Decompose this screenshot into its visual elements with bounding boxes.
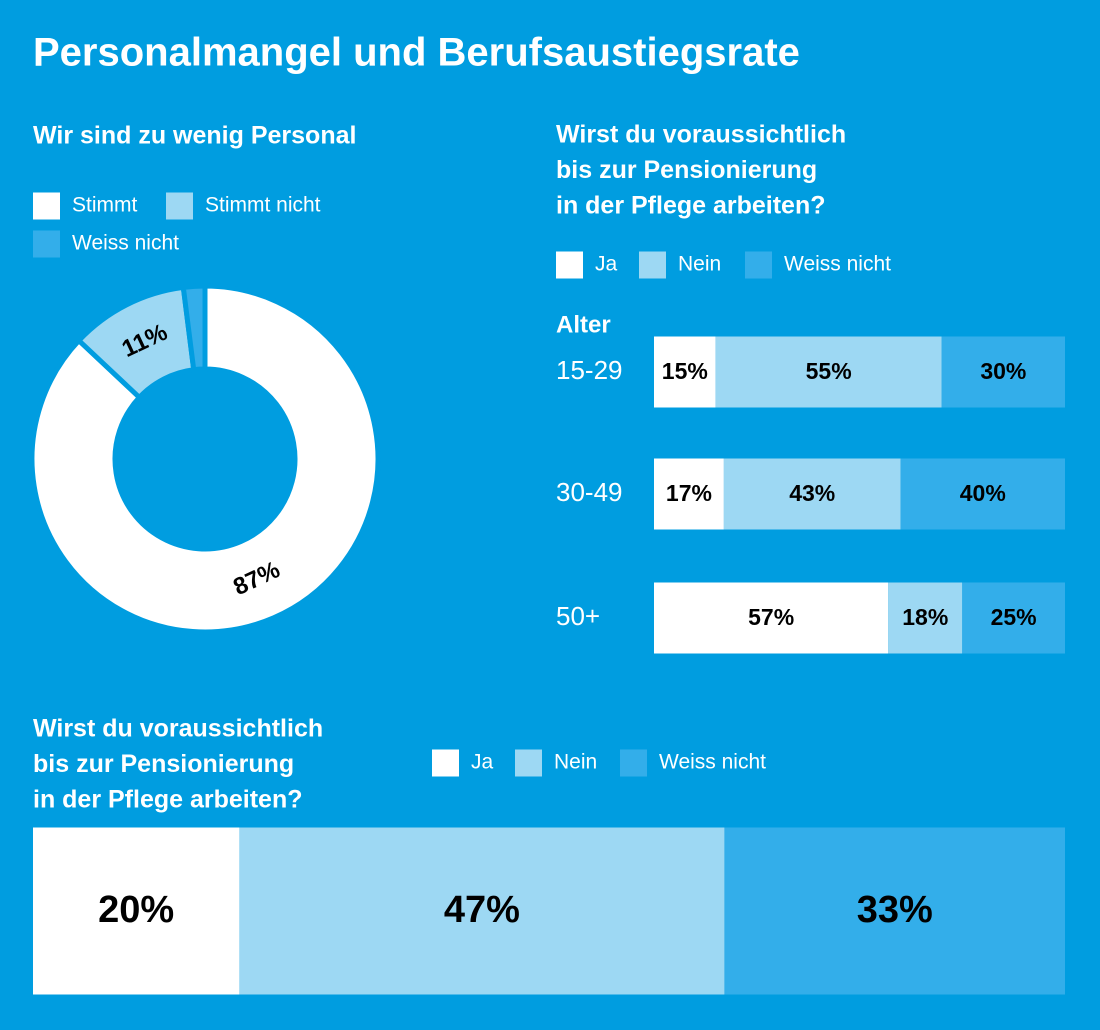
legend-label: Stimmt nicht [205, 194, 321, 217]
legend-label: Nein [554, 751, 597, 774]
category-label: 15-29 [556, 355, 623, 385]
bar-segment [962, 582, 1065, 654]
category-label: 30-49 [556, 477, 623, 507]
data-label: 47% [444, 889, 520, 931]
bar-segment [723, 458, 901, 530]
legend-swatch [166, 192, 193, 220]
legend-label: Ja [595, 253, 618, 276]
data-label: 57% [748, 604, 794, 630]
legend-swatch [432, 749, 459, 777]
legend-label: Stimmt [72, 194, 137, 217]
data-label: 20% [98, 889, 174, 931]
legend-swatch [639, 251, 666, 279]
legend-swatch [515, 749, 542, 777]
data-label: 18% [902, 604, 948, 630]
bar-segment [654, 582, 889, 654]
donut-slice [29, 283, 381, 635]
legend-swatch [556, 251, 583, 279]
legend-label: Weiss nicht [659, 751, 766, 774]
data-label: 33% [857, 889, 933, 931]
category-label: 50+ [556, 601, 600, 631]
legend-swatch [620, 749, 647, 777]
chart-title: bis zur Pensionierung [556, 156, 817, 184]
donut-slice [180, 283, 208, 373]
bar-segment [724, 827, 1065, 995]
data-label: 30% [980, 358, 1026, 384]
bar-segment [888, 582, 963, 654]
axis-title: Alter [556, 311, 611, 338]
bar-segment [239, 827, 725, 995]
bar-segment [900, 458, 1065, 530]
bar-segment [941, 336, 1065, 408]
legend-label: Weiss nicht [784, 253, 891, 276]
bar-segment [654, 458, 724, 530]
legend-swatch [33, 192, 60, 220]
chart-title: Wir sind zu wenig Personal [33, 122, 356, 150]
bar-segment [715, 336, 942, 408]
data-label: 25% [991, 604, 1037, 630]
bar-segment [33, 827, 240, 995]
legend-label: Ja [471, 751, 494, 774]
data-label: 15% [662, 358, 708, 384]
data-label: 55% [806, 358, 852, 384]
legend-label: Nein [678, 253, 721, 276]
chart-title: Wirst du voraussichtlich [33, 715, 323, 743]
chart-title: bis zur Pensionierung [33, 750, 294, 778]
legend-swatch [33, 230, 60, 258]
chart-title: in der Pflege arbeiten? [33, 786, 303, 814]
data-label: 17% [666, 480, 712, 506]
data-label: 43% [789, 480, 835, 506]
legend-swatch [745, 251, 772, 279]
chart-title: Wirst du voraussichtlich [556, 121, 846, 149]
page-title: Personalmangel und Berufsaustiegsrate [33, 31, 800, 75]
legend-label: Weiss nicht [72, 232, 179, 255]
bar-segment [654, 336, 716, 408]
data-label: 40% [960, 480, 1006, 506]
chart-title: in der Pflege arbeiten? [556, 192, 826, 220]
